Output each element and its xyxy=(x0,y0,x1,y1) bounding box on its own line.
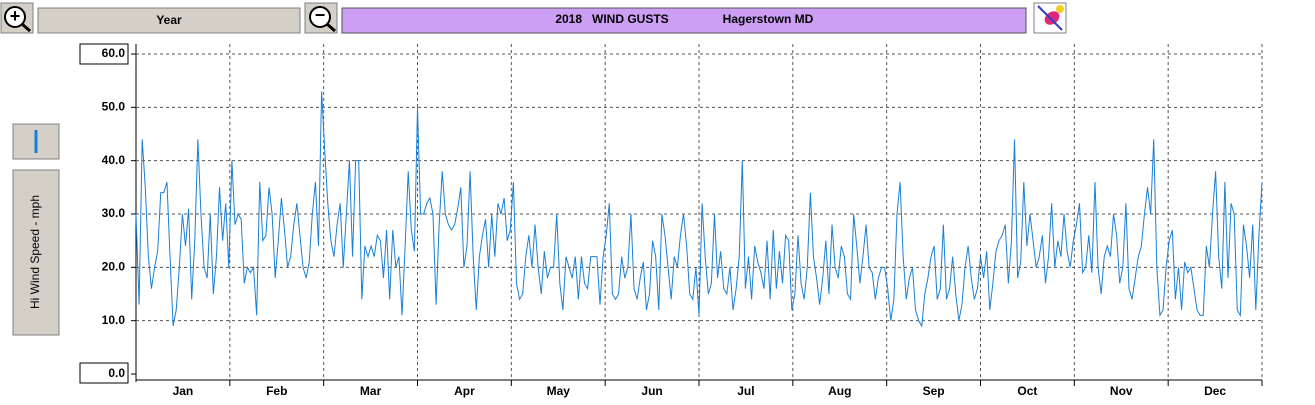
y-axis-button[interactable]: Hi Wind Speed - mph xyxy=(12,169,60,336)
title-bar xyxy=(341,7,1027,34)
x-tick-label: Nov xyxy=(1110,384,1133,398)
y-min-box xyxy=(79,362,129,384)
y-tick-label: 60.0 xyxy=(102,46,126,60)
x-tick-label: Jul xyxy=(737,384,754,398)
y-tick-label: 40.0 xyxy=(102,153,126,167)
x-tick-label: Aug xyxy=(828,384,851,398)
x-tick-label: May xyxy=(547,384,571,398)
y-tick-label: 20.0 xyxy=(102,260,126,274)
y-tick-label: 10.0 xyxy=(102,313,126,327)
svg-text:−: − xyxy=(315,5,326,25)
x-tick-label: Apr xyxy=(454,384,475,398)
zoom-in-button[interactable]: + xyxy=(0,2,34,34)
x-tick-label: Jun xyxy=(641,384,662,398)
x-tick-label: Mar xyxy=(360,384,382,398)
x-tick-label: Jan xyxy=(173,384,194,398)
options-icon[interactable] xyxy=(1033,2,1067,34)
x-tick-label: Sep xyxy=(923,384,945,398)
series-button[interactable] xyxy=(12,123,60,160)
chart-subtitle: Hagerstown MD xyxy=(723,12,814,26)
wind-gust-line xyxy=(135,91,1263,328)
y-axis-label: Hi Wind Speed - mph xyxy=(28,195,42,309)
period-button[interactable]: Year xyxy=(37,7,301,34)
y-tick-label: 30.0 xyxy=(102,206,126,220)
x-tick-label: Oct xyxy=(1017,384,1037,398)
chart-title: 2018 WIND GUSTS xyxy=(555,12,668,26)
svg-text:+: + xyxy=(10,6,21,26)
x-tick-label: Dec xyxy=(1204,384,1226,398)
zoom-out-button[interactable]: − xyxy=(304,2,338,34)
x-tick-label: Feb xyxy=(266,384,287,398)
y-max-box xyxy=(79,43,129,65)
y-tick-label: 50.0 xyxy=(102,100,126,114)
y-tick-label: 0.0 xyxy=(108,366,125,380)
period-label: Year xyxy=(156,13,182,27)
